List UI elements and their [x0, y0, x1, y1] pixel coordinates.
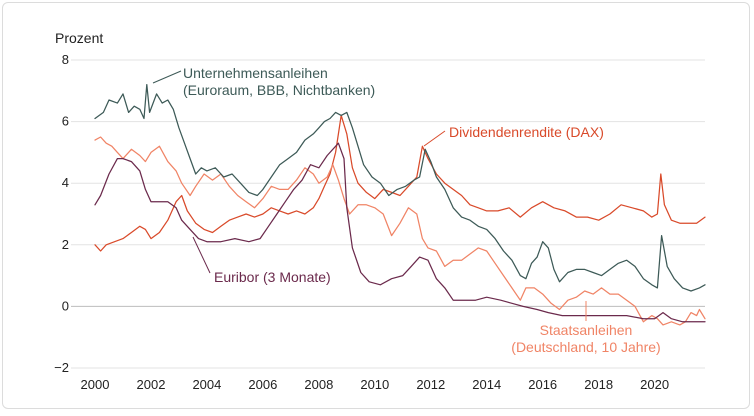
- series-label-line: Dividendenrendite (DAX): [449, 124, 604, 140]
- y-axis-label: Prozent: [55, 30, 103, 46]
- series-label-line: (Euroraum, BBB, Nichtbanken): [183, 82, 375, 98]
- y-tick-label: 6: [62, 114, 69, 129]
- x-tick-label: 2008: [304, 377, 333, 392]
- series-lines: [94, 83, 706, 326]
- x-tick-label: 2020: [640, 377, 669, 392]
- x-tick-label: 2006: [248, 377, 277, 392]
- series-label: Unternehmensanleihen (Euroraum, BBB, Nich…: [183, 65, 375, 98]
- x-tick-labels: 2000 2002 2004 2006 2008 2010 2012 2014 2016 2018…: [81, 377, 670, 392]
- x-tick-label: 2014: [472, 377, 501, 392]
- series-label: Dividendenrendite (DAX): [449, 124, 604, 140]
- y-tick-label: −2: [54, 360, 69, 375]
- x-tick-label: 2002: [137, 377, 166, 392]
- series-annotations: Unternehmensanleihen (Euroraum, BBB, Nich…: [152, 65, 661, 355]
- series-label-line: (Deutschland, 10 Jahre): [511, 339, 660, 355]
- series-line-2: [94, 114, 706, 252]
- series-line-3: [94, 142, 706, 323]
- x-tick-label: 2004: [192, 377, 221, 392]
- x-tick-label: 2018: [584, 377, 613, 392]
- series-line-1: [94, 83, 706, 292]
- annotation-leader: [192, 236, 211, 274]
- y-tick-labels: −2 0 2 4 6 8: [54, 52, 69, 375]
- chart-frame: −2 0 2 4 6 8 2000 2002 2004 2006 2008 2010 2012 2014…: [2, 2, 750, 409]
- series-label: Euribor (3 Monate): [214, 269, 331, 285]
- y-tick-label: 8: [62, 52, 69, 67]
- series-label-line: Unternehmensanleihen: [183, 65, 328, 81]
- x-tick-label: 2010: [360, 377, 389, 392]
- annotation-leader: [423, 130, 446, 147]
- y-tick-label: 0: [62, 298, 69, 313]
- annotation-leader: [152, 70, 182, 84]
- x-tick-label: 2016: [528, 377, 557, 392]
- series-line-4: [94, 136, 706, 326]
- y-tick-label: 4: [62, 175, 69, 190]
- series-label-line: Euribor (3 Monate): [214, 269, 331, 285]
- y-tick-label: 2: [62, 237, 69, 252]
- line-chart: −2 0 2 4 6 8 2000 2002 2004 2006 2008 2010 2012 2014…: [54, 30, 706, 392]
- x-tick-label: 2000: [81, 377, 110, 392]
- series-label-line: Staatsanleihen: [540, 322, 633, 338]
- series-label: Staatsanleihen (Deutschland, 10 Jahre): [511, 322, 660, 355]
- x-tick-label: 2012: [416, 377, 445, 392]
